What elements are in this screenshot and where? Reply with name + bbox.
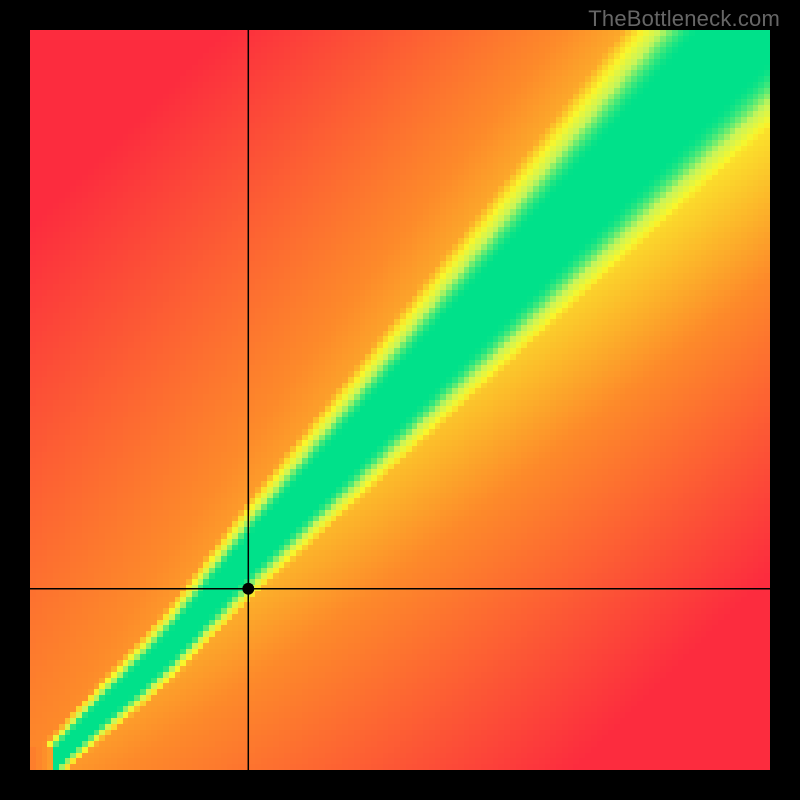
watermark-text: TheBottleneck.com	[588, 6, 780, 32]
bottleneck-heatmap	[0, 0, 800, 800]
chart-container: TheBottleneck.com	[0, 0, 800, 800]
